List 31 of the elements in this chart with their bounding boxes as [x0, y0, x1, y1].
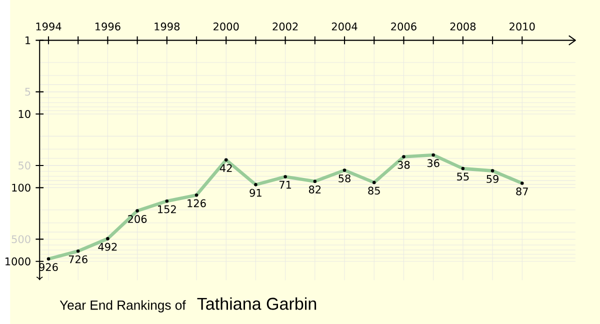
- data-label: 206: [128, 214, 147, 223]
- x-tick-label: 1994: [36, 22, 62, 30]
- x-tick-label: 1998: [154, 22, 180, 30]
- data-label: 59: [486, 174, 498, 183]
- data-label: 38: [398, 160, 410, 169]
- data-label: 71: [280, 180, 292, 188]
- y-tick-label: 1: [26, 36, 30, 44]
- x-tick-label: 2008: [450, 22, 476, 30]
- x-tick-label: 2006: [391, 22, 416, 30]
- data-label: 82: [308, 185, 321, 194]
- text: Tathiana Garbin: [197, 297, 316, 310]
- x-tick-label: 2004: [332, 22, 358, 30]
- data-label: 55: [457, 172, 469, 180]
- y-tick-label: 1000: [6, 257, 30, 266]
- data-label: 152: [158, 205, 176, 213]
- text: Year End Rankings of: [60, 300, 186, 312]
- data-label: 126: [188, 199, 206, 207]
- data-label: 87: [516, 187, 528, 196]
- x-tick-label: 2000: [214, 22, 239, 30]
- data-label: 91: [250, 188, 262, 197]
- data-label: 85: [368, 186, 380, 194]
- data-label: 492: [98, 242, 117, 251]
- data-label: 726: [68, 255, 88, 264]
- data-label: 36: [427, 158, 440, 167]
- x-tick-label: 2010: [510, 22, 535, 30]
- data-label: 42: [220, 164, 232, 172]
- y-tick-label: 10: [18, 110, 30, 118]
- x-tick-label: 2002: [272, 22, 298, 30]
- x-tick-label: 1996: [96, 22, 120, 30]
- data-label: 58: [338, 174, 350, 182]
- y-tick-label: 100: [12, 184, 30, 192]
